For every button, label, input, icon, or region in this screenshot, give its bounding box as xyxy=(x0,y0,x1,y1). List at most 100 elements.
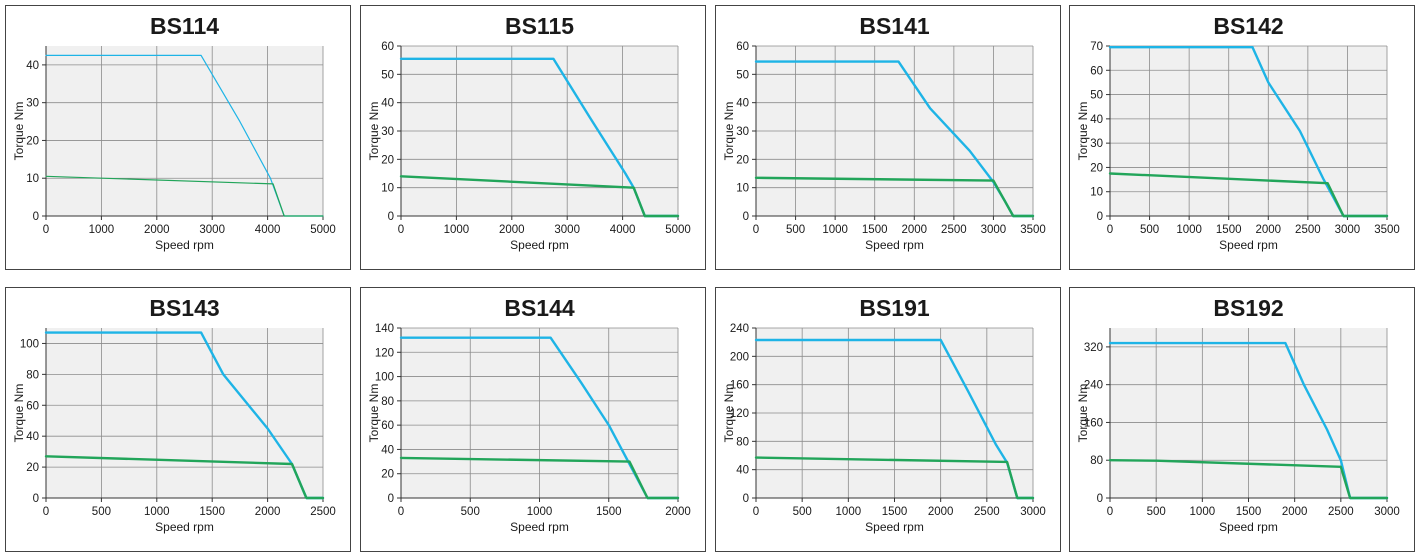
x-tick-label: 0 xyxy=(398,224,404,236)
y-tick-label: 50 xyxy=(1090,90,1103,102)
y-axis-label: Torque Nm xyxy=(1076,384,1090,443)
chart-title: BS115 xyxy=(505,13,574,39)
chart-svg: 0 80 160 240 320 0 500 1000 1500 2000 2500 3000 BS19… xyxy=(1076,295,1400,534)
x-tick-label: 5000 xyxy=(310,224,336,236)
x-tick-label: 1000 xyxy=(1176,224,1202,236)
y-tick-label: 10 xyxy=(381,183,394,195)
x-tick-label: 0 xyxy=(398,506,404,518)
chart-panel: 0 10 20 30 40 0 1000 2000 3000 4000 5000 BS114 Speed… xyxy=(5,5,351,270)
y-tick-label: 240 xyxy=(1084,380,1103,392)
y-tick-label: 10 xyxy=(1090,187,1103,199)
x-tick-label: 1500 xyxy=(199,506,225,518)
chart-panel: 0 10 20 30 40 50 60 0 1000 2000 3000 4000 5000 BS115 S… xyxy=(360,5,706,270)
y-tick-label: 80 xyxy=(26,369,39,381)
chart-title: BS143 xyxy=(149,295,219,321)
y-tick-label: 0 xyxy=(1097,211,1103,223)
y-tick-label: 20 xyxy=(381,469,394,481)
x-axis-label: Speed rpm xyxy=(1219,238,1278,252)
y-tick-label: 320 xyxy=(1084,342,1103,354)
x-tick-label: 3000 xyxy=(554,224,580,236)
x-tick-label: 2000 xyxy=(1282,506,1308,518)
continuous-torque-line xyxy=(45,175,324,217)
x-tick-label: 1000 xyxy=(822,224,848,236)
x-axis-label: Speed rpm xyxy=(510,520,569,534)
x-tick-label: 0 xyxy=(43,506,49,518)
x-axis-label: Speed rpm xyxy=(1219,520,1278,534)
y-tick-label: 240 xyxy=(730,323,749,335)
y-tick-label: 0 xyxy=(33,211,39,223)
x-tick-label: 1000 xyxy=(144,506,170,518)
y-axis-label: Torque Nm xyxy=(367,102,381,161)
y-tick-label: 40 xyxy=(1090,114,1103,126)
y-tick-label: 20 xyxy=(26,135,39,147)
x-tick-label: 500 xyxy=(461,506,480,518)
chart-title: BS192 xyxy=(1213,295,1283,321)
chart-panel: 0 10 20 30 40 50 60 70 0 500 1000 1500 2000 2500 3000 3… xyxy=(1069,5,1415,270)
y-axis-label: Torque Nm xyxy=(367,384,381,443)
y-tick-label: 120 xyxy=(730,408,749,420)
plot-area xyxy=(1110,46,1387,216)
y-tick-label: 100 xyxy=(20,338,39,350)
x-tick-label: 1000 xyxy=(444,224,470,236)
x-tick-label: 3000 xyxy=(199,224,225,236)
y-tick-label: 40 xyxy=(381,444,394,456)
y-tick-label: 160 xyxy=(730,380,749,392)
y-tick-label: 40 xyxy=(26,60,39,72)
y-tick-label: 20 xyxy=(736,154,749,166)
x-tick-label: 2000 xyxy=(665,506,691,518)
y-tick-label: 140 xyxy=(375,323,394,335)
y-tick-label: 40 xyxy=(736,465,749,477)
x-tick-label: 1500 xyxy=(882,506,908,518)
chart-panel: 0 10 20 30 40 50 60 0 500 1000 1500 2000 2500 3000 350… xyxy=(715,5,1061,270)
x-tick-label: 5000 xyxy=(665,224,691,236)
chart-title: BS114 xyxy=(150,13,219,39)
plot-area xyxy=(46,46,323,216)
y-tick-label: 20 xyxy=(26,462,39,474)
y-tick-label: 40 xyxy=(26,431,39,443)
y-axis-label: Torque Nm xyxy=(12,102,26,161)
y-tick-label: 0 xyxy=(33,493,39,505)
continuous-torque-line xyxy=(399,175,680,218)
chart-panel: 0 20 40 60 80 100 0 500 1000 1500 2000 2500 BS143 Spe… xyxy=(5,287,351,552)
chart-svg: 0 10 20 30 40 50 60 70 0 500 1000 1500 2000 2500 3000 3… xyxy=(1076,13,1400,252)
y-tick-label: 40 xyxy=(736,98,749,110)
x-tick-label: 500 xyxy=(1140,224,1159,236)
chart-title: BS144 xyxy=(504,295,575,321)
y-tick-label: 120 xyxy=(375,347,394,359)
y-tick-label: 30 xyxy=(381,126,394,138)
x-tick-label: 2000 xyxy=(901,224,927,236)
x-axis-label: Speed rpm xyxy=(865,238,924,252)
y-tick-label: 30 xyxy=(736,126,749,138)
y-axis-label: Torque Nm xyxy=(12,384,26,443)
y-axis-label: Torque Nm xyxy=(722,102,736,161)
x-tick-label: 2000 xyxy=(1255,224,1281,236)
x-tick-label: 500 xyxy=(793,506,812,518)
chart-panel: 0 80 160 240 320 0 500 1000 1500 2000 2500 3000 BS19… xyxy=(1069,287,1415,552)
continuous-torque-line xyxy=(754,456,1035,500)
x-tick-label: 3000 xyxy=(1374,506,1400,518)
y-tick-label: 0 xyxy=(388,493,394,505)
y-tick-label: 0 xyxy=(1097,493,1103,505)
x-tick-label: 1500 xyxy=(596,506,622,518)
x-tick-label: 3000 xyxy=(1020,506,1046,518)
x-tick-label: 1000 xyxy=(89,224,115,236)
plot-area xyxy=(46,328,323,498)
y-tick-label: 10 xyxy=(26,173,39,185)
x-tick-label: 3500 xyxy=(1374,224,1400,236)
x-tick-label: 1000 xyxy=(836,506,862,518)
x-tick-label: 2500 xyxy=(1295,224,1321,236)
chart-svg: 0 10 20 30 40 50 60 0 1000 2000 3000 4000 5000 BS115 S… xyxy=(367,13,691,252)
y-tick-label: 40 xyxy=(381,98,394,110)
y-tick-label: 60 xyxy=(736,41,749,53)
x-axis-label: Speed rpm xyxy=(155,238,214,252)
y-tick-label: 200 xyxy=(730,351,749,363)
x-tick-label: 4000 xyxy=(255,224,281,236)
x-tick-label: 0 xyxy=(1107,506,1113,518)
y-tick-label: 60 xyxy=(381,41,394,53)
continuous-torque-line xyxy=(399,456,680,500)
x-tick-label: 500 xyxy=(786,224,805,236)
x-axis-label: Speed rpm xyxy=(155,520,214,534)
chart-svg: 0 10 20 30 40 0 1000 2000 3000 4000 5000 BS114 Speed… xyxy=(12,13,336,252)
x-tick-label: 0 xyxy=(753,224,759,236)
